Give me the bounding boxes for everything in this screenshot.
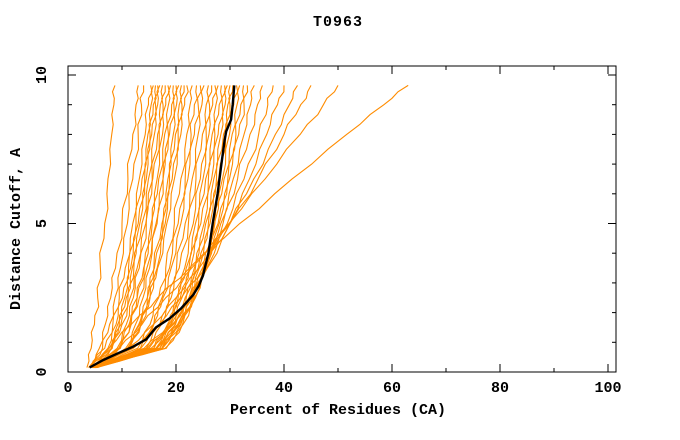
model-curve: [86, 85, 116, 368]
y-tick-label: 5: [34, 219, 51, 228]
model-curve: [90, 85, 161, 368]
model-curve: [88, 85, 153, 368]
model-curve: [94, 85, 205, 369]
model-curve: [89, 85, 157, 368]
model-curve: [89, 85, 139, 368]
x-tick-label: 0: [63, 380, 72, 397]
model-curve: [90, 85, 145, 368]
model-curve: [90, 85, 178, 368]
model-curve: [94, 85, 255, 369]
model-curve: [94, 85, 185, 369]
y-tick-label: 10: [34, 66, 51, 84]
x-tick-label: 60: [383, 380, 401, 397]
chart-title: T0963: [312, 14, 363, 31]
model-curve: [93, 85, 217, 369]
model-curve: [93, 85, 164, 369]
x-tick-label: 80: [491, 380, 509, 397]
model-curve: [94, 84, 409, 368]
model-curve: [92, 85, 234, 369]
x-tick-label: 40: [275, 380, 293, 397]
plot-frame: [67, 65, 617, 373]
model-curve: [91, 85, 154, 368]
model-curve: [91, 85, 189, 369]
model-curve: [92, 85, 202, 369]
model-curve: [92, 85, 172, 369]
x-tick-label: 100: [594, 380, 621, 397]
model-curve: [89, 85, 166, 368]
model-curve: [91, 85, 223, 369]
model-curve: [92, 85, 182, 369]
y-axis-label: Distance Cutoff, A: [8, 147, 25, 310]
highlight-curve: [89, 85, 236, 369]
model-curve: [94, 85, 285, 369]
model-curve: [92, 85, 209, 369]
model-curve: [93, 85, 193, 369]
x-axis-label: Percent of Residues (CA): [229, 402, 447, 419]
y-tick-label: 0: [34, 367, 51, 376]
model-curve: [92, 85, 298, 369]
x-tick-label: 20: [167, 380, 185, 397]
